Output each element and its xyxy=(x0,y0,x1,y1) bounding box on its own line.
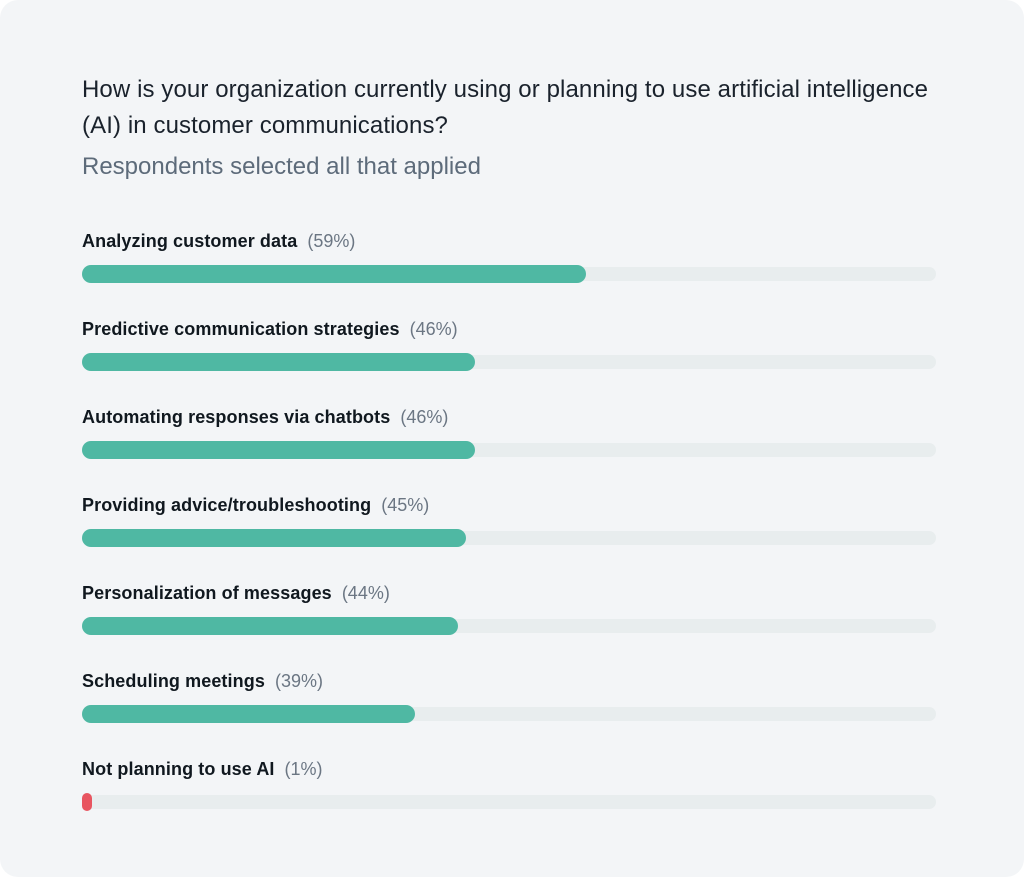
bar-fill xyxy=(82,441,475,459)
bar-percent: (1%) xyxy=(284,759,323,779)
bar-percent: (46%) xyxy=(409,319,458,339)
bar-row: Predictive communication strategies (46%… xyxy=(82,319,936,371)
bar-percent: (39%) xyxy=(274,671,323,691)
bar-fill xyxy=(82,353,475,371)
bar-row-text: Predictive communication strategies (46%… xyxy=(82,319,936,340)
bar-label: Analyzing customer data xyxy=(82,231,298,251)
bar-percent: (45%) xyxy=(381,495,430,515)
bar-track xyxy=(82,353,936,371)
bar-row-text: Scheduling meetings (39%) xyxy=(82,671,936,692)
bar-track xyxy=(82,793,936,811)
bar-row-text: Analyzing customer data (59%) xyxy=(82,231,936,252)
bar-label: Providing advice/troubleshooting xyxy=(82,495,372,515)
bar-track xyxy=(82,265,936,283)
bar-label: Personalization of messages xyxy=(82,583,332,603)
bar-row: Personalization of messages (44%) xyxy=(82,583,936,635)
bar-row: Scheduling meetings (39%) xyxy=(82,671,936,723)
bar-fill xyxy=(82,529,467,547)
bar-label: Not planning to use AI xyxy=(82,759,275,779)
bar-track xyxy=(82,441,936,459)
bar-label: Automating responses via chatbots xyxy=(82,407,391,427)
bar-fill xyxy=(82,705,416,723)
bar-percent: (44%) xyxy=(341,583,390,603)
bar-label: Predictive communication strategies xyxy=(82,319,400,339)
bar-row-text: Providing advice/troubleshooting (45%) xyxy=(82,495,936,516)
bar-row-text: Personalization of messages (44%) xyxy=(82,583,936,604)
bar-row: Not planning to use AI (1%) xyxy=(82,759,936,811)
bar-percent: (46%) xyxy=(400,407,449,427)
chart-title: How is your organization currently using… xyxy=(82,76,929,139)
bar-row: Automating responses via chatbots (46%) xyxy=(82,407,936,459)
bar-rows: Analyzing customer data (59%) Predictive… xyxy=(82,231,936,811)
bar-label: Scheduling meetings xyxy=(82,671,265,691)
bar-fill xyxy=(82,793,92,811)
bar-row: Analyzing customer data (59%) xyxy=(82,231,936,283)
bar-fill xyxy=(82,617,458,635)
bar-fill xyxy=(82,265,586,283)
bar-row-text: Not planning to use AI (1%) xyxy=(82,759,936,780)
bar-track xyxy=(82,617,936,635)
bar-row-text: Automating responses via chatbots (46%) xyxy=(82,407,936,428)
bar-percent: (59%) xyxy=(307,231,356,251)
chart-subtitle: Respondents selected all that applied xyxy=(82,153,481,180)
bar-track xyxy=(82,529,936,547)
bar-track xyxy=(82,705,936,723)
bar-row: Providing advice/troubleshooting (45%) xyxy=(82,495,936,547)
